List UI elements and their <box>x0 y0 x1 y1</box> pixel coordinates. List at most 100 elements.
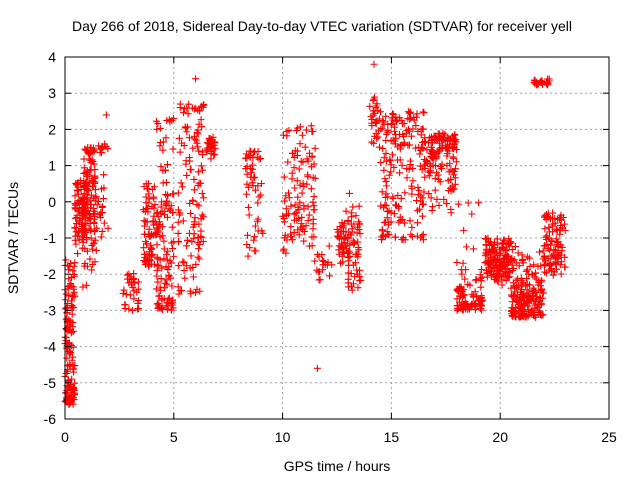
data-point <box>388 110 396 118</box>
data-point <box>432 132 440 140</box>
data-point <box>378 226 386 234</box>
data-point <box>561 263 569 271</box>
data-point <box>150 183 158 191</box>
data-point <box>377 108 385 116</box>
data-point <box>391 233 399 241</box>
data-point <box>558 243 566 251</box>
data-point <box>352 259 360 267</box>
data-point <box>519 291 527 299</box>
data-point <box>428 203 436 211</box>
data-point <box>529 288 537 296</box>
data-point <box>200 100 208 108</box>
data-point <box>541 260 549 268</box>
data-point <box>281 231 289 239</box>
x-tick-label: 15 <box>384 429 400 445</box>
data-point <box>460 291 468 299</box>
data-point <box>164 247 172 255</box>
data-point <box>156 233 164 241</box>
data-point <box>190 175 198 183</box>
data-point <box>500 245 508 253</box>
data-point <box>168 223 176 231</box>
data-point <box>81 208 89 216</box>
data-point <box>100 219 108 227</box>
data-point <box>381 175 389 183</box>
data-point <box>413 197 421 205</box>
data-point <box>123 271 131 279</box>
data-point <box>555 251 563 259</box>
data-point <box>354 223 362 231</box>
data-point <box>191 289 199 297</box>
data-point <box>523 266 531 274</box>
data-point <box>409 164 417 172</box>
data-point <box>414 191 422 199</box>
data-point <box>510 256 518 264</box>
data-point <box>152 117 160 125</box>
data-point <box>500 236 508 244</box>
data-point <box>184 110 192 118</box>
data-point <box>199 238 207 246</box>
data-point <box>420 188 428 196</box>
data-point <box>433 195 441 203</box>
data-point <box>192 75 200 83</box>
data-point <box>431 186 439 194</box>
data-point <box>135 297 143 305</box>
data-point <box>250 233 258 241</box>
data-point <box>534 80 542 88</box>
data-point <box>154 278 162 286</box>
data-point <box>487 264 495 272</box>
data-point <box>442 137 450 145</box>
data-point <box>184 237 192 245</box>
data-point <box>403 174 411 182</box>
data-point <box>83 193 91 201</box>
data-point <box>496 272 504 280</box>
data-point <box>179 109 187 117</box>
y-tick-label: -1 <box>44 230 57 246</box>
data-point <box>71 232 79 240</box>
data-point <box>76 218 84 226</box>
data-point <box>523 253 531 261</box>
data-point <box>298 225 306 233</box>
data-point <box>410 116 418 124</box>
data-point <box>96 213 104 221</box>
data-point <box>295 215 303 223</box>
data-point <box>539 289 547 297</box>
data-point <box>71 379 79 387</box>
data-point <box>319 256 327 264</box>
data-point <box>421 173 429 181</box>
data-point <box>145 233 153 241</box>
data-point <box>163 117 171 125</box>
data-point <box>395 204 403 212</box>
data-point <box>413 110 421 118</box>
data-point <box>482 241 490 249</box>
data-point <box>195 202 203 210</box>
data-point <box>91 186 99 194</box>
data-point <box>473 293 481 301</box>
data-point <box>498 281 506 289</box>
data-point <box>387 168 395 176</box>
data-point <box>449 186 457 194</box>
data-point <box>409 177 417 185</box>
data-point <box>91 236 99 244</box>
data-point <box>453 258 461 266</box>
y-tick-label: 4 <box>48 49 56 65</box>
data-point <box>82 146 90 154</box>
data-point <box>74 250 82 258</box>
data-point <box>159 305 167 313</box>
data-point <box>182 124 190 132</box>
data-point <box>81 260 89 268</box>
data-point <box>339 243 347 251</box>
data-point <box>370 60 378 68</box>
data-point <box>290 164 298 172</box>
data-point <box>425 139 433 147</box>
data-point <box>168 282 176 290</box>
data-point <box>412 122 420 130</box>
data-point <box>80 189 88 197</box>
data-point <box>104 224 112 232</box>
data-point <box>176 148 184 156</box>
data-point <box>119 289 127 297</box>
data-point <box>542 233 550 241</box>
data-point <box>334 233 342 241</box>
data-point <box>397 194 405 202</box>
data-point <box>162 276 170 284</box>
data-point <box>491 252 499 260</box>
